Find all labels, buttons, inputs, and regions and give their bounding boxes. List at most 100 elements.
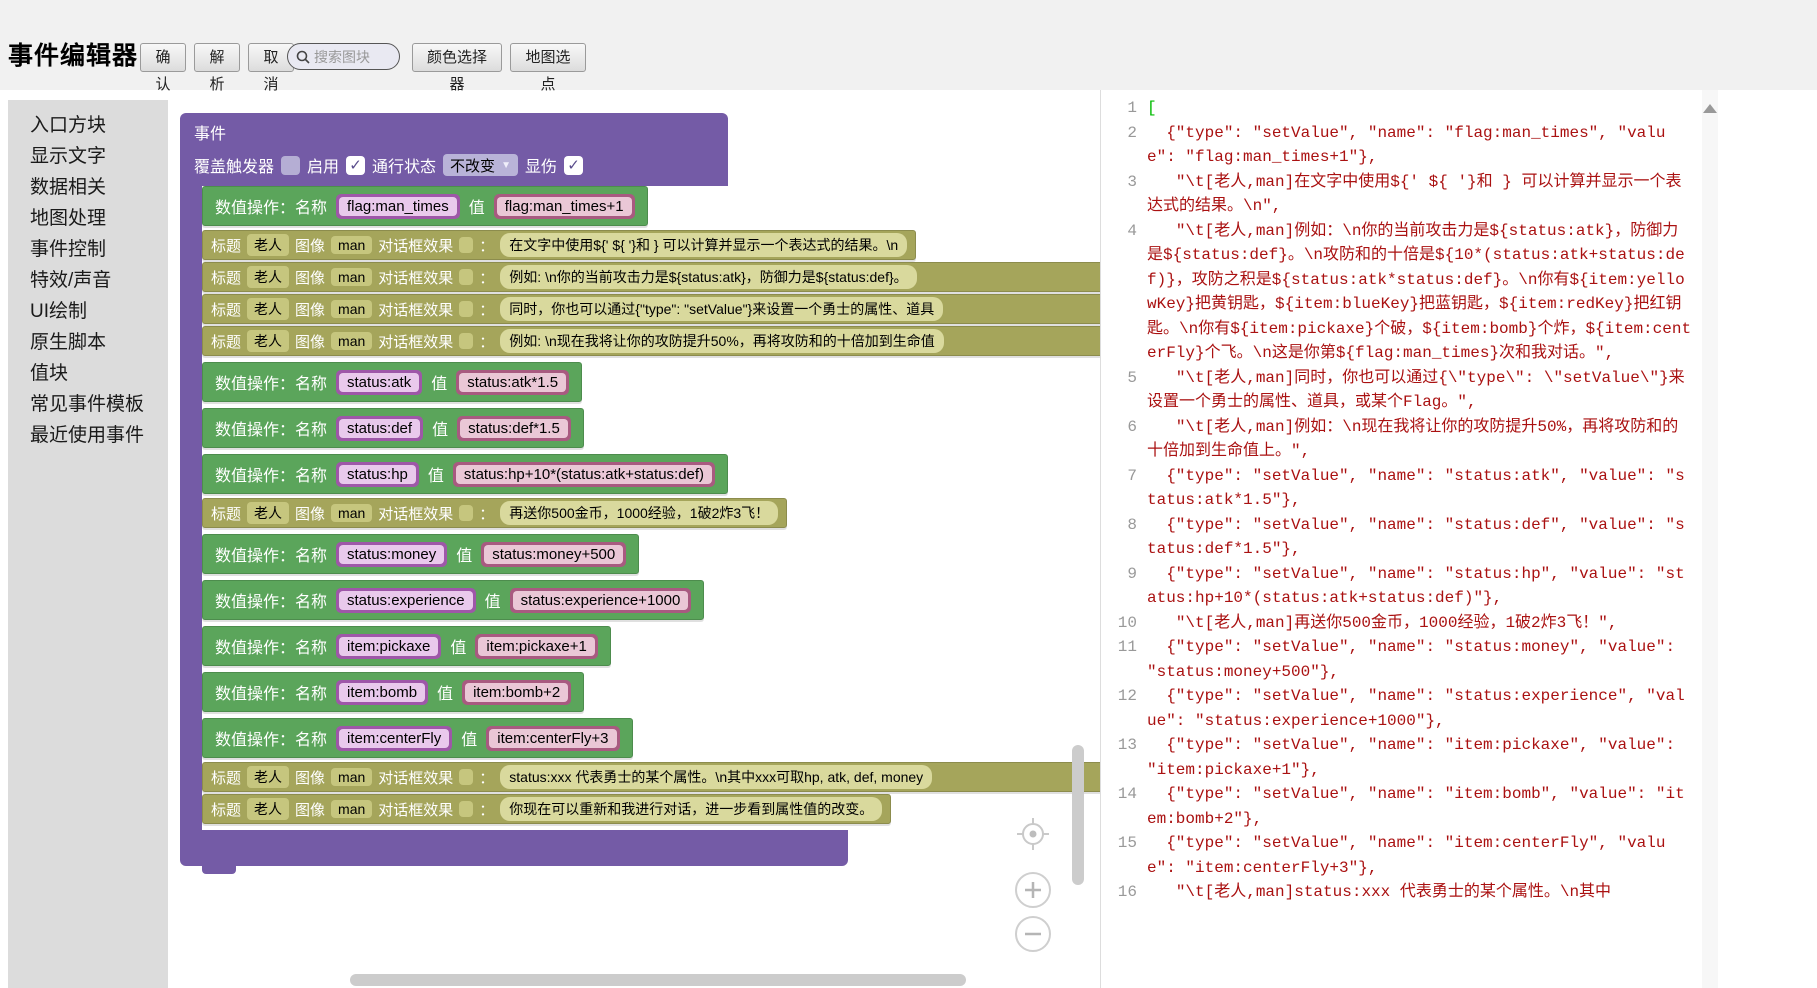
dialog-effect-field[interactable]: [459, 505, 474, 521]
dialog-effect-field[interactable]: [459, 333, 474, 349]
code-line[interactable]: 16 "\t[老人,man]status:xxx 代表勇士的某个属性。\n其中: [1101, 880, 1718, 905]
toolbox-item-data[interactable]: 数据相关: [30, 177, 107, 198]
image-field[interactable]: man: [331, 800, 373, 818]
value-field[interactable]: status:atk*1.5: [456, 369, 570, 395]
image-field[interactable]: man: [331, 268, 373, 286]
zoom-in-icon[interactable]: [1014, 871, 1052, 914]
block-title-text[interactable]: 标题 老人 图像 man 对话框效果 ： 例如: \n你的当前攻击力是${sta…: [202, 262, 1100, 292]
speaker-field[interactable]: 老人: [247, 330, 290, 352]
confirm-button[interactable]: 确认: [140, 43, 186, 93]
toolbox-item-recent-events[interactable]: 最近使用事件: [30, 425, 145, 446]
dialog-text-field[interactable]: 例如: \n现在我将让你的攻防提升50%，再将攻防和的十倍加到生命值: [500, 329, 944, 353]
dialog-text-field[interactable]: 同时，你也可以通过{"type": "setValue"}来设置一个勇士的属性、…: [500, 297, 944, 321]
block-setvalue[interactable]: 数值操作：名称 item:centerFly 值 item:centerFly+…: [202, 718, 633, 758]
code-vertical-scrollbar[interactable]: [1702, 90, 1718, 988]
name-field[interactable]: status:atk: [336, 369, 423, 395]
map-pick-button[interactable]: 地图选点: [510, 43, 586, 93]
toolbox-item-native-script[interactable]: 原生脚本: [30, 332, 107, 353]
block-title-text[interactable]: 标题 老人 图像 man 对话框效果 ： 你现在可以重新和我进行对话，进一步看到…: [202, 794, 892, 824]
blockly-workspace[interactable]: 事件 覆盖触发器 启用 ✓ 通行状态 不改变 ▼ 显伤 ✓ 数值操作：名称 fl…: [168, 100, 1100, 988]
block-title-text[interactable]: 标题 老人 图像 man 对话框效果 ： 再送你500金币，1000经验，1破2…: [202, 498, 788, 528]
trigger-checkbox[interactable]: [281, 155, 301, 175]
name-field[interactable]: item:pickaxe: [336, 633, 442, 659]
value-field[interactable]: item:centerFly+3: [486, 725, 620, 751]
code-line[interactable]: 8 {"type": "setValue", "name": "status:d…: [1101, 513, 1718, 562]
dialog-text-field[interactable]: status:xxx 代表勇士的某个属性。\n其中xxx可取hp, atk, d…: [500, 765, 933, 789]
speaker-field[interactable]: 老人: [247, 234, 290, 256]
name-field[interactable]: item:centerFly: [336, 725, 453, 751]
block-setvalue[interactable]: 数值操作：名称 item:bomb 值 item:bomb+2: [202, 672, 585, 712]
code-editor[interactable]: 1[ 2 {"type": "setValue", "name": "flag:…: [1100, 90, 1718, 988]
block-title-text[interactable]: 标题 老人 图像 man 对话框效果 ： 例如: \n现在我将让你的攻防提升50…: [202, 326, 1100, 356]
recenter-crosshair-icon[interactable]: [1016, 817, 1050, 856]
toolbox-item-map[interactable]: 地图处理: [30, 208, 107, 229]
image-field[interactable]: man: [331, 332, 373, 350]
block-setvalue[interactable]: 数值操作：名称 item:pickaxe 值 item:pickaxe+1: [202, 626, 611, 666]
pass-status-dropdown[interactable]: 不改变 ▼: [443, 154, 518, 176]
scroll-up-icon[interactable]: [1703, 104, 1717, 113]
speaker-field[interactable]: 老人: [247, 766, 290, 788]
code-line[interactable]: 14 {"type": "setValue", "name": "item:bo…: [1101, 782, 1718, 831]
dialog-effect-field[interactable]: [459, 269, 474, 285]
code-line[interactable]: 10 "\t[老人,man]再送你500金币，1000经验，1破2炸3飞！",: [1101, 611, 1718, 636]
speaker-field[interactable]: 老人: [247, 502, 290, 524]
dialog-text-field[interactable]: 再送你500金币，1000经验，1破2炸3飞！: [500, 501, 779, 525]
toolbox-item-entry[interactable]: 入口方块: [30, 115, 107, 136]
dialog-effect-field[interactable]: [459, 237, 474, 253]
toolbox-item-text[interactable]: 显示文字: [30, 146, 107, 167]
code-line[interactable]: 15 {"type": "setValue", "name": "item:ce…: [1101, 831, 1718, 880]
block-title-text[interactable]: 标题 老人 图像 man 对话框效果 ： 同时，你也可以通过{"type": "…: [202, 294, 1100, 324]
value-field[interactable]: item:bomb+2: [462, 679, 572, 705]
code-line[interactable]: 13 {"type": "setValue", "name": "item:pi…: [1101, 733, 1718, 782]
value-field[interactable]: status:hp+10*(status:atk+status:def): [452, 461, 716, 487]
value-field[interactable]: status:def*1.5: [457, 415, 571, 441]
workspace-vertical-scrollbar[interactable]: [1072, 745, 1084, 885]
toolbox-item-value-blocks[interactable]: 值块: [30, 363, 69, 384]
image-field[interactable]: man: [331, 300, 373, 318]
dialog-effect-field[interactable]: [459, 301, 474, 317]
toolbox-item-ui-draw[interactable]: UI绘制: [30, 301, 88, 322]
code-line[interactable]: 12 {"type": "setValue", "name": "status:…: [1101, 684, 1718, 733]
image-field[interactable]: man: [331, 768, 373, 786]
dialog-text-field[interactable]: 在文字中使用${' ${ '}和 } 可以计算并显示一个表达式的结果。\n: [500, 233, 908, 257]
block-title-text[interactable]: 标题 老人 图像 man 对话框效果 ： 在文字中使用${' ${ '}和 } …: [202, 230, 917, 260]
code-line[interactable]: 4 "\t[老人,man]例如：\n你的当前攻击力是${status:atk}，…: [1101, 219, 1718, 366]
code-line[interactable]: 1[: [1101, 96, 1718, 121]
dialog-effect-field[interactable]: [459, 801, 474, 817]
speaker-field[interactable]: 老人: [247, 266, 290, 288]
block-title-text[interactable]: 标题 老人 图像 man 对话框效果 ： status:xxx 代表勇士的某个属…: [202, 762, 1100, 792]
block-setvalue[interactable]: 数值操作：名称 status:def 值 status:def*1.5: [202, 408, 584, 448]
block-setvalue[interactable]: 数值操作：名称 flag:man_times 值 flag:man_times+…: [202, 186, 648, 226]
speaker-field[interactable]: 老人: [247, 798, 290, 820]
toolbox-item-fx-sound[interactable]: 特效/声音: [30, 270, 112, 291]
code-line[interactable]: 2 {"type": "setValue", "name": "flag:man…: [1101, 121, 1718, 170]
value-field[interactable]: flag:man_times+1: [493, 193, 635, 219]
value-field[interactable]: status:experience+1000: [509, 587, 692, 613]
code-line[interactable]: 6 "\t[老人,man]例如：\n现在我将让你的攻防提升50%，再将攻防和的十…: [1101, 415, 1718, 464]
code-line[interactable]: 7 {"type": "setValue", "name": "status:a…: [1101, 464, 1718, 513]
name-field[interactable]: item:bomb: [336, 679, 429, 705]
image-field[interactable]: man: [331, 504, 373, 522]
code-line[interactable]: 5 "\t[老人,man]同时，你也可以通过{\"type\": \"setVa…: [1101, 366, 1718, 415]
code-line[interactable]: 9 {"type": "setValue", "name": "status:h…: [1101, 562, 1718, 611]
image-field[interactable]: man: [331, 236, 373, 254]
name-field[interactable]: status:experience: [336, 587, 476, 613]
workspace-horizontal-scrollbar[interactable]: [350, 974, 966, 986]
dialog-text-field[interactable]: 你现在可以重新和我进行对话，进一步看到属性值的改变。: [500, 797, 883, 821]
toolbox-item-event-control[interactable]: 事件控制: [30, 239, 107, 260]
dialog-text-field[interactable]: 例如: \n你的当前攻击力是${status:atk}，防御力是${status…: [500, 265, 917, 289]
name-field[interactable]: flag:man_times: [336, 193, 460, 219]
damage-checkbox[interactable]: ✓: [563, 155, 583, 175]
value-field[interactable]: status:money+500: [481, 541, 627, 567]
cancel-button[interactable]: 取消: [248, 43, 294, 93]
name-field[interactable]: status:def: [336, 415, 424, 441]
event-block-header[interactable]: 事件 覆盖触发器 启用 ✓ 通行状态 不改变 ▼ 显伤 ✓: [180, 113, 728, 186]
code-line[interactable]: 3 "\t[老人,man]在文字中使用${' ${ '}和 } 可以计算并显示一…: [1101, 170, 1718, 219]
enable-checkbox[interactable]: ✓: [346, 155, 366, 175]
code-line[interactable]: 11 {"type": "setValue", "name": "status:…: [1101, 635, 1718, 684]
parse-button[interactable]: 解析: [194, 43, 240, 93]
toolbox-item-common-templates[interactable]: 常见事件模板: [30, 394, 145, 415]
name-field[interactable]: status:money: [336, 541, 448, 567]
search-input[interactable]: 搜索图块: [287, 43, 400, 70]
block-setvalue[interactable]: 数值操作：名称 status:experience 值 status:exper…: [202, 580, 705, 620]
